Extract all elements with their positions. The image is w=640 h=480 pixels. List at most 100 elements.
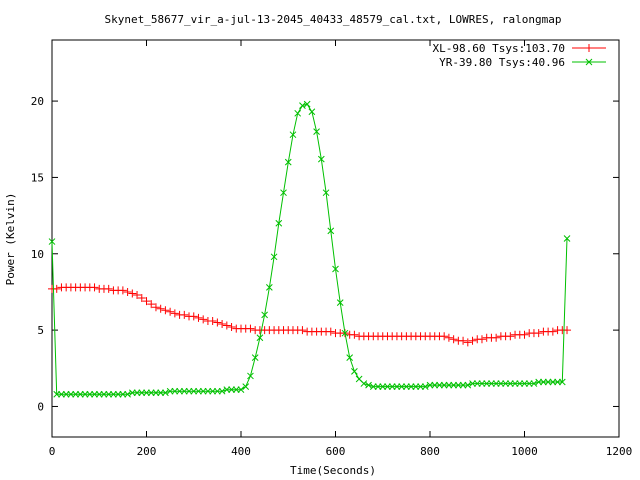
data-point <box>326 327 335 336</box>
data-point <box>147 300 156 309</box>
data-point <box>384 383 391 390</box>
data-point <box>48 238 56 245</box>
data-point <box>284 158 292 166</box>
data-point <box>393 383 401 390</box>
data-point <box>171 387 179 395</box>
data-point <box>110 390 117 398</box>
data-point <box>133 290 142 299</box>
data-point <box>67 390 75 398</box>
data-point <box>440 381 448 389</box>
data-point <box>525 380 533 387</box>
data-point <box>86 390 94 398</box>
plot-frame <box>51 39 620 438</box>
data-point <box>403 383 410 390</box>
data-point <box>53 390 61 398</box>
data-point <box>204 387 212 395</box>
data-point <box>218 320 227 329</box>
data-point <box>81 390 89 398</box>
data-point <box>492 333 501 342</box>
x-tick-label: 400 <box>231 445 251 458</box>
data-point <box>322 189 330 197</box>
data-point <box>76 390 84 398</box>
data-point <box>426 381 434 389</box>
data-point <box>104 284 113 293</box>
data-point <box>303 100 311 108</box>
data-point <box>544 378 552 386</box>
x-axis-label: Time(Seconds) <box>290 464 376 477</box>
data-point <box>280 189 287 197</box>
x-tick-label: 200 <box>137 445 157 458</box>
data-point <box>237 386 245 394</box>
data-point <box>152 389 160 397</box>
data-point <box>483 380 491 387</box>
data-point <box>142 297 151 306</box>
data-point <box>332 265 339 273</box>
data-point <box>473 380 481 387</box>
data-point <box>227 323 236 332</box>
data-point <box>488 380 495 387</box>
data-point <box>477 335 486 344</box>
data-point <box>511 380 519 387</box>
data-point <box>114 390 122 398</box>
x-tick-label: 800 <box>420 445 440 458</box>
y-axis-label: Power (Kelvin) <box>4 193 17 286</box>
data-point <box>308 108 316 116</box>
data-point <box>436 381 443 389</box>
data-point <box>180 387 188 395</box>
data-point <box>540 378 547 386</box>
data-point <box>530 380 538 387</box>
data-point <box>469 380 476 387</box>
data-point <box>450 381 457 389</box>
data-point <box>256 334 264 342</box>
data-point <box>444 333 453 342</box>
y-tick-label: 15 <box>31 171 44 184</box>
data-point <box>417 383 424 390</box>
x-axis: 0 200 400 600 800 1000 1200 <box>49 40 633 458</box>
data-point <box>506 332 515 341</box>
data-point <box>147 389 155 397</box>
data-point <box>62 390 70 398</box>
data-point <box>350 330 359 339</box>
data-point <box>143 389 150 397</box>
data-point <box>379 383 387 390</box>
data-point <box>459 381 467 389</box>
data-point <box>166 387 174 395</box>
data-point <box>351 367 358 375</box>
data-point <box>208 316 217 325</box>
data-point <box>247 372 254 380</box>
data-point <box>100 390 108 398</box>
legend-marker <box>585 44 593 52</box>
data-point <box>151 303 160 312</box>
legend-marker <box>585 58 593 66</box>
data-point <box>468 336 477 345</box>
legend-entry: XL-98.60 Tsys:103.70 <box>433 42 565 55</box>
data-point <box>440 332 449 341</box>
data-point <box>298 326 307 335</box>
data-point <box>162 389 169 397</box>
data-point <box>213 318 222 327</box>
data-point <box>412 383 420 390</box>
data-point <box>190 387 198 395</box>
data-point <box>449 335 458 344</box>
plot-area: 0 200 400 600 800 1000 1200 0 5 10 15 20 <box>31 39 633 458</box>
data-point <box>548 327 557 336</box>
y-axis: 0 5 10 15 20 <box>31 95 619 413</box>
x-tick-label: 1200 <box>606 445 633 458</box>
data-point <box>445 381 453 389</box>
series-0 <box>48 283 572 347</box>
data-point <box>421 383 429 390</box>
data-point <box>128 389 136 397</box>
data-point <box>299 102 306 110</box>
x-tick-label: 1000 <box>511 445 538 458</box>
data-point <box>166 307 175 316</box>
series-layer <box>48 100 572 398</box>
data-point <box>506 380 514 387</box>
data-point <box>374 383 382 390</box>
data-point <box>313 128 320 135</box>
data-point <box>209 387 217 395</box>
data-point <box>464 381 472 389</box>
data-point <box>137 294 146 303</box>
data-point <box>242 383 250 390</box>
data-point <box>497 380 505 387</box>
